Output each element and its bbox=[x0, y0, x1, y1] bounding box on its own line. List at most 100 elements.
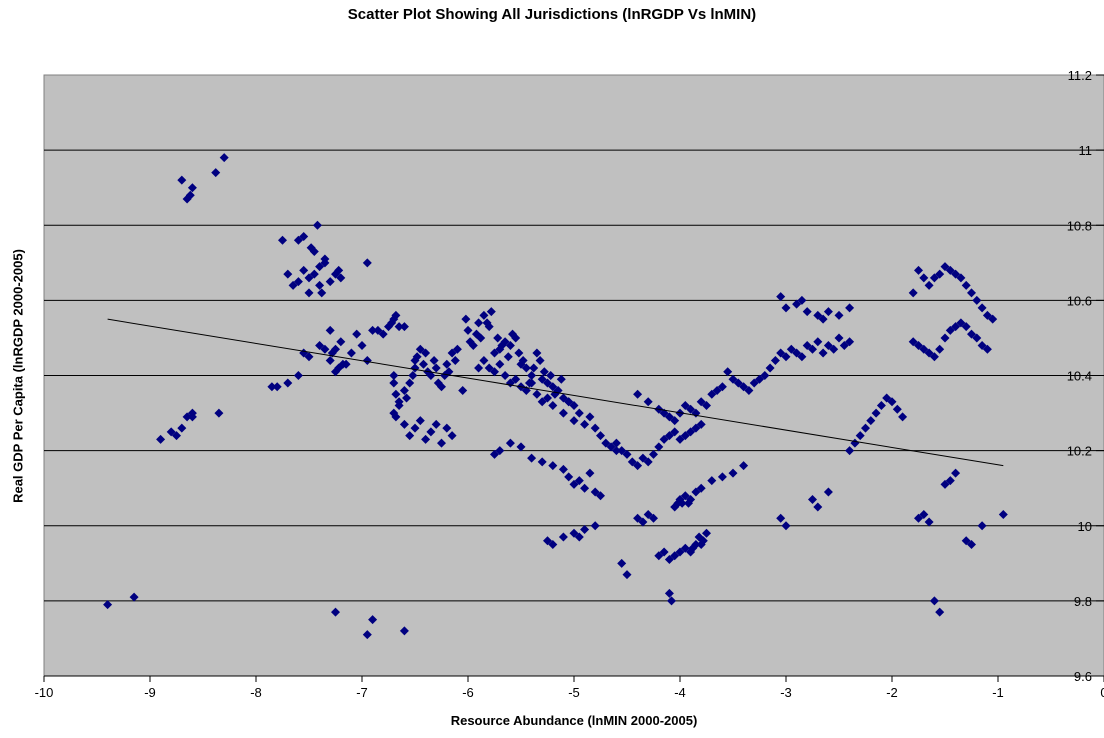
data-point bbox=[606, 442, 616, 452]
data-point bbox=[596, 491, 605, 501]
data-point bbox=[479, 310, 489, 320]
data-point bbox=[405, 431, 415, 441]
data-point bbox=[421, 434, 431, 444]
data-point bbox=[543, 536, 552, 546]
data-point bbox=[479, 355, 489, 365]
data-point bbox=[315, 280, 325, 290]
data-point bbox=[945, 325, 955, 335]
data-point bbox=[486, 307, 496, 317]
data-point bbox=[187, 412, 197, 422]
data-point bbox=[813, 502, 823, 512]
data-point bbox=[855, 431, 865, 441]
data-point bbox=[532, 389, 542, 399]
data-point bbox=[426, 427, 436, 437]
data-point bbox=[834, 333, 844, 343]
data-point bbox=[394, 401, 404, 411]
y-tick-label: 10.2 bbox=[1067, 444, 1092, 459]
data-point bbox=[702, 401, 711, 411]
data-point bbox=[299, 265, 309, 275]
data-points bbox=[103, 153, 1008, 640]
data-point bbox=[283, 378, 293, 388]
data-point bbox=[580, 483, 590, 493]
data-point bbox=[516, 442, 526, 452]
data-point bbox=[823, 307, 833, 317]
x-tick-label: -6 bbox=[462, 685, 474, 700]
data-point bbox=[558, 532, 568, 542]
data-point bbox=[945, 476, 955, 486]
data-point bbox=[702, 528, 711, 538]
x-tick-label: -7 bbox=[356, 685, 368, 700]
data-point bbox=[590, 423, 600, 433]
data-point bbox=[664, 431, 674, 441]
data-point bbox=[452, 344, 462, 354]
data-point bbox=[267, 382, 277, 392]
data-point bbox=[511, 333, 521, 343]
data-point bbox=[558, 408, 568, 418]
data-point bbox=[461, 314, 471, 324]
data-point bbox=[548, 382, 558, 392]
data-point bbox=[185, 190, 195, 200]
data-point bbox=[211, 168, 221, 178]
data-point bbox=[707, 476, 717, 486]
data-point bbox=[431, 419, 441, 429]
data-point bbox=[961, 322, 971, 332]
data-point bbox=[770, 355, 780, 365]
data-point bbox=[532, 348, 542, 358]
data-point bbox=[418, 359, 428, 369]
data-point bbox=[325, 325, 335, 335]
data-point bbox=[834, 310, 844, 320]
data-point bbox=[951, 468, 961, 478]
data-point bbox=[664, 588, 674, 598]
data-point bbox=[590, 521, 600, 531]
data-point bbox=[643, 397, 653, 407]
data-point bbox=[527, 378, 537, 388]
data-point bbox=[309, 247, 319, 257]
data-point bbox=[739, 382, 749, 392]
data-point bbox=[182, 412, 192, 422]
y-tick-label: 11.2 bbox=[1068, 68, 1092, 83]
data-point bbox=[972, 333, 982, 343]
data-point bbox=[627, 457, 637, 467]
data-point bbox=[935, 607, 945, 617]
data-point bbox=[680, 431, 690, 441]
data-point bbox=[792, 299, 802, 309]
data-point bbox=[924, 348, 934, 358]
data-point bbox=[334, 265, 344, 275]
data-point bbox=[760, 371, 770, 380]
data-point bbox=[304, 273, 314, 283]
data-point bbox=[474, 318, 484, 328]
data-point bbox=[177, 175, 187, 185]
x-tick-label: -3 bbox=[780, 685, 792, 700]
data-point bbox=[755, 374, 764, 384]
data-point bbox=[929, 352, 939, 362]
data-point bbox=[219, 153, 229, 163]
data-point bbox=[493, 333, 503, 343]
data-point bbox=[956, 273, 966, 283]
data-point bbox=[505, 438, 515, 448]
data-point bbox=[792, 348, 802, 358]
data-point bbox=[982, 344, 992, 354]
data-point bbox=[733, 378, 743, 388]
trendline bbox=[107, 318, 1004, 467]
data-point bbox=[617, 446, 627, 456]
data-point bbox=[447, 431, 457, 441]
data-point bbox=[781, 521, 791, 531]
data-point bbox=[659, 547, 669, 557]
data-point bbox=[315, 340, 325, 350]
data-point bbox=[845, 337, 855, 347]
data-point bbox=[914, 513, 923, 523]
data-point bbox=[717, 382, 727, 392]
data-point bbox=[664, 412, 674, 422]
data-point bbox=[293, 235, 303, 245]
data-point bbox=[929, 596, 939, 606]
data-point bbox=[698, 536, 708, 546]
data-point bbox=[272, 382, 282, 392]
data-point bbox=[728, 374, 738, 384]
data-point bbox=[341, 359, 351, 369]
data-point bbox=[299, 232, 309, 242]
data-point bbox=[961, 536, 971, 546]
data-point bbox=[972, 295, 982, 305]
data-point bbox=[511, 374, 521, 384]
data-point bbox=[935, 344, 945, 354]
data-point bbox=[776, 292, 786, 302]
